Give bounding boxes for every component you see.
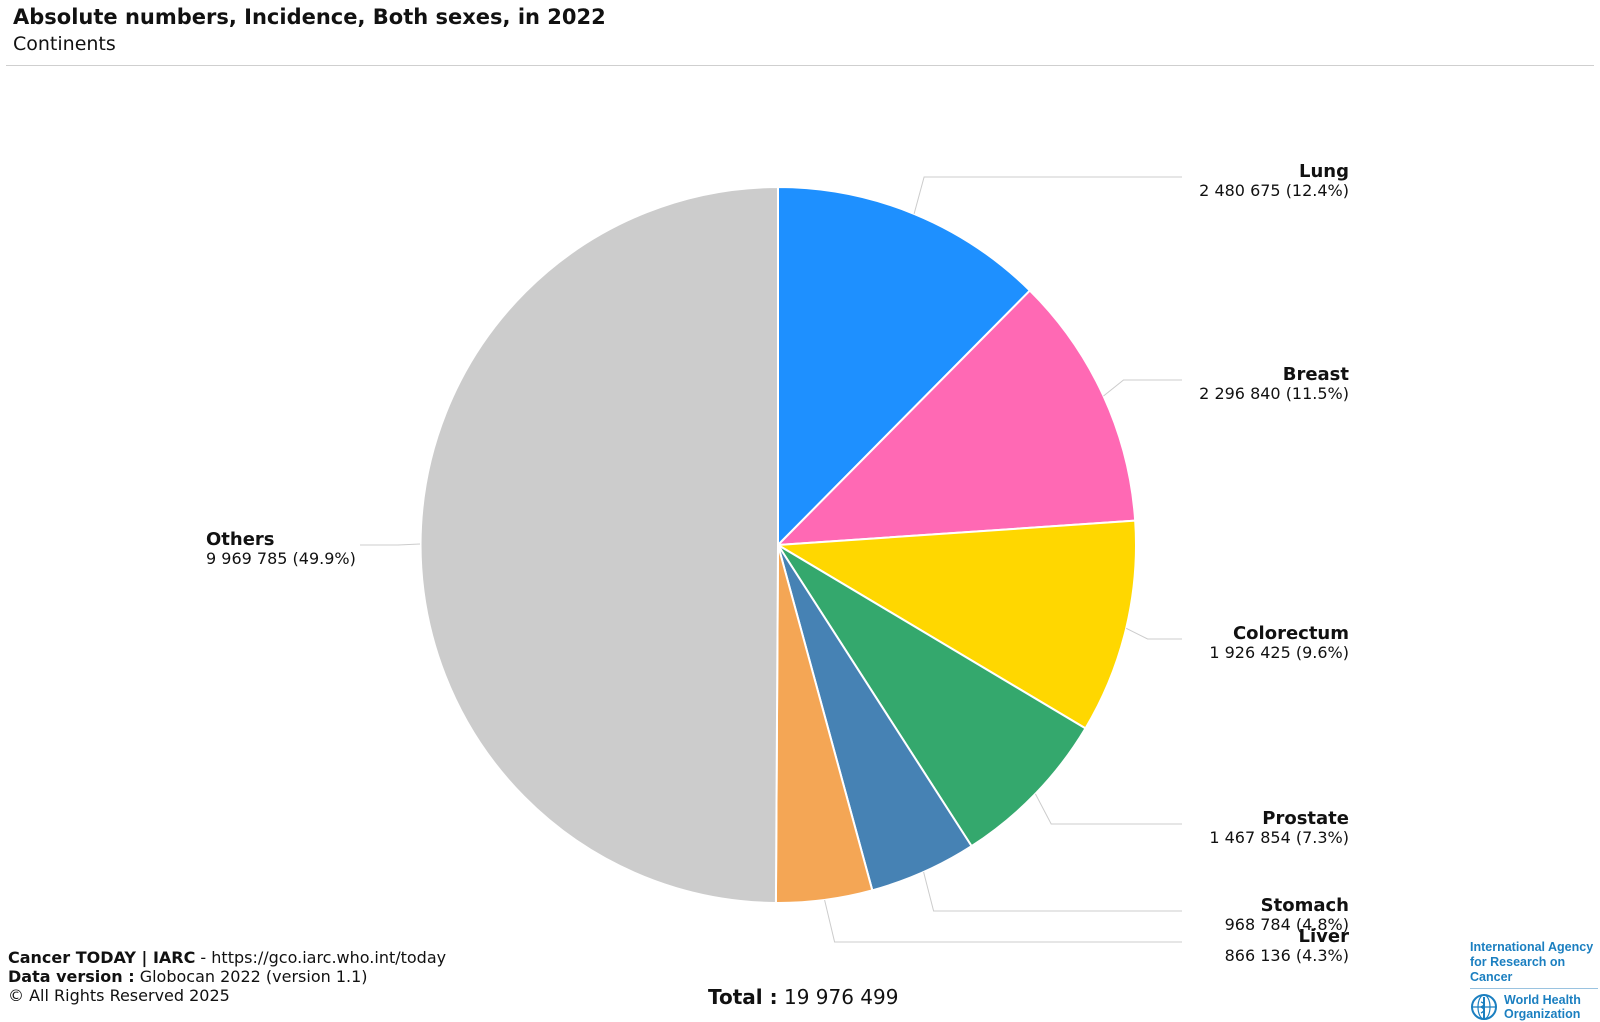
slice-value-colorectum: 1 926 425 (9.6%) (1209, 643, 1349, 662)
slice-label-stomach: Stomach (1261, 895, 1349, 916)
slice-label-breast: Breast (1283, 364, 1350, 385)
slice-value-stomach: 968 784 (4.8%) (1225, 915, 1349, 934)
logo-separator (1470, 988, 1598, 989)
footer-source-link[interactable]: - https://gco.iarc.who.int/today (195, 948, 447, 967)
chart-title: Absolute numbers, Incidence, Both sexes,… (13, 5, 606, 29)
leader-line-others (360, 543, 421, 546)
who-logo: World Health Organization (1470, 993, 1598, 1021)
iarc-line-1: International Agency (1470, 940, 1594, 954)
slice-label-lung: Lung (1299, 161, 1349, 182)
pie-slice-colorectum[interactable] (777, 519, 1137, 730)
pie-slice-others[interactable] (419, 186, 779, 904)
who-line-1: World Health (1504, 993, 1581, 1007)
slice-value-prostate: 1 467 854 (7.3%) (1209, 828, 1349, 847)
slice-label-others: Others (206, 529, 275, 550)
total-readout: Total : 19 976 499 (708, 985, 898, 1009)
leader-line-breast (1103, 379, 1182, 397)
footer-source: Cancer TODAY | IARC - https://gco.iarc.w… (8, 948, 446, 967)
footer-version-text: Globocan 2022 (version 1.1) (134, 967, 368, 986)
iarc-logo: International Agency for Research on Can… (1470, 940, 1598, 985)
organization-logos: International Agency for Research on Can… (1470, 940, 1598, 1021)
leader-line-colorectum (1125, 627, 1182, 640)
chart-subtitle: Continents (13, 33, 116, 55)
leader-line-stomach (923, 871, 1182, 912)
footer-version: Data version : Globocan 2022 (version 1.… (8, 967, 368, 986)
slice-label-prostate: Prostate (1262, 808, 1349, 829)
footer-copyright: © All Rights Reserved 2025 (8, 986, 230, 1005)
slice-value-lung: 2 480 675 (12.4%) (1199, 181, 1349, 200)
pie-slice-breast[interactable] (777, 289, 1137, 546)
leader-line-prostate (1034, 793, 1182, 825)
slice-value-breast: 2 296 840 (11.5%) (1199, 384, 1349, 403)
iarc-line-2: for Research on Cancer (1470, 955, 1566, 984)
who-line-2: Organization (1504, 1007, 1581, 1021)
slice-value-liver: 866 136 (4.3%) (1225, 946, 1349, 965)
slice-value-others: 9 969 785 (49.9%) (206, 549, 356, 568)
who-emblem-icon (1471, 994, 1497, 1020)
pie-slice-prostate[interactable] (777, 544, 1087, 848)
leader-line-lung (913, 176, 1182, 215)
slice-label-colorectum: Colorectum (1233, 623, 1349, 644)
footer-version-bold: Data version : (8, 967, 135, 986)
total-label: Total : (708, 985, 778, 1009)
total-value: 19 976 499 (783, 985, 899, 1009)
leader-line-liver (824, 899, 1182, 943)
slice-label-liver: Liver (1299, 926, 1350, 947)
footer-source-bold: Cancer TODAY | IARC (8, 948, 196, 967)
header-divider (6, 65, 1594, 66)
